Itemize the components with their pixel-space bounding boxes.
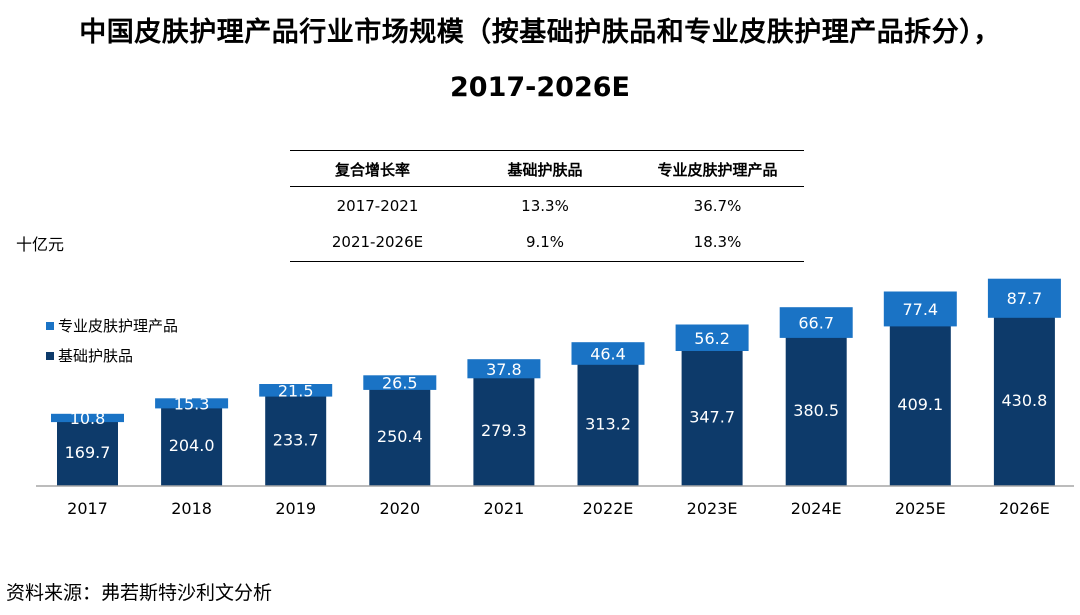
x-tick-label-2026E: 2026E: [999, 499, 1050, 518]
legend-item-professional: 专业皮肤护理产品: [46, 315, 178, 336]
cagr-table-bottom-rule: [290, 261, 804, 262]
data-label-professional-2020: 26.5: [382, 374, 418, 393]
data-label-basic-2021: 279.3: [481, 421, 527, 440]
bar-professional-2023E: [675, 324, 749, 351]
bar-basic-2020: [369, 385, 431, 486]
bar-professional-2024E: [779, 307, 853, 338]
legend-item-basic: 基础护肤品: [46, 345, 133, 366]
data-label-basic-2018: 204.0: [169, 436, 215, 455]
x-tick-label-2018: 2018: [171, 499, 212, 518]
data-label-basic-2022E: 313.2: [585, 414, 631, 433]
cagr-header-professional: 专业皮肤护理产品: [657, 161, 778, 179]
bar-basic-2024E: [785, 333, 847, 486]
data-label-professional-2021: 37.8: [486, 360, 522, 379]
data-label-basic-2020: 250.4: [377, 427, 423, 446]
x-tick-label-2025E: 2025E: [895, 499, 946, 518]
chart-title-line2: 2017-2026E: [450, 72, 630, 103]
data-label-basic-2026E: 430.8: [1001, 391, 1047, 410]
cagr-header-period: 复合增长率: [334, 161, 410, 179]
source-note: 资料来源：弗若斯特沙利文分析: [6, 582, 273, 604]
cagr-row2-period: 2021-2026E: [331, 233, 424, 251]
x-tick-label-2020: 2020: [379, 499, 420, 518]
cagr-header-basic: 基础护肤品: [507, 161, 583, 179]
bar-professional-2025E: [883, 291, 957, 327]
bar-basic-2018: [161, 404, 223, 486]
data-label-basic-2024E: 380.5: [793, 401, 839, 420]
data-label-basic-2025E: 409.1: [897, 395, 943, 414]
bar-professional-2018: [155, 398, 229, 409]
cagr-row1-basic: 13.3%: [521, 197, 569, 215]
data-label-basic-2017: 169.7: [65, 443, 111, 462]
bar-professional-2026E: [987, 278, 1061, 318]
x-tick-label-2023E: 2023E: [687, 499, 738, 518]
x-tick-label-2021: 2021: [484, 499, 525, 518]
bar-basic-2023E: [681, 347, 743, 486]
bar-basic-2025E: [889, 322, 951, 486]
bar-professional-2020: [363, 375, 437, 390]
bar-basic-2026E: [993, 313, 1055, 486]
legend-label-professional: 专业皮肤护理产品: [58, 317, 179, 335]
x-tick-label-2019: 2019: [275, 499, 316, 518]
legend-swatch-basic: [46, 351, 54, 360]
data-label-basic-2019: 233.7: [273, 430, 319, 449]
data-label-professional-2026E: 87.7: [1007, 289, 1043, 308]
x-tick-label-2022E: 2022E: [583, 499, 634, 518]
unit-label: 十亿元: [16, 235, 65, 254]
cagr-row1-period: 2017-2021: [336, 197, 419, 215]
chart-title-line1: 中国皮肤护理产品行业市场规模（按基础护肤品和专业皮肤护理产品拆分），: [79, 17, 1001, 48]
x-tick-label-2024E: 2024E: [791, 499, 842, 518]
cagr-row1-professional: 36.7%: [693, 197, 742, 215]
bar-basic-2022E: [577, 360, 639, 486]
data-label-professional-2022E: 46.4: [590, 345, 626, 364]
data-label-professional-2019: 21.5: [278, 381, 314, 400]
data-label-professional-2025E: 77.4: [902, 300, 938, 319]
bar-basic-2017: [57, 418, 118, 486]
legend-label-basic: 基础护肤品: [58, 347, 134, 365]
cagr-row2-professional: 18.3%: [693, 233, 742, 251]
data-label-professional-2017: 10.8: [70, 409, 106, 428]
data-label-basic-2023E: 347.7: [689, 408, 735, 427]
data-label-professional-2023E: 56.2: [694, 329, 730, 348]
cagr-table-header-rule: [290, 186, 804, 187]
data-label-professional-2024E: 66.7: [798, 314, 834, 333]
data-label-professional-2018: 15.3: [174, 394, 210, 413]
x-tick-label-2017: 2017: [67, 499, 108, 518]
bar-professional-2017: [51, 413, 124, 423]
cagr-row2-basic: 9.1%: [525, 233, 565, 251]
bar-basic-2021: [473, 374, 535, 486]
cagr-table-top-rule: [290, 150, 804, 151]
bar-professional-2019: [259, 384, 333, 397]
bar-professional-2022E: [571, 342, 645, 365]
legend-swatch-professional: [46, 321, 54, 330]
bar-basic-2019: [265, 392, 327, 486]
bar-professional-2021: [467, 359, 541, 379]
